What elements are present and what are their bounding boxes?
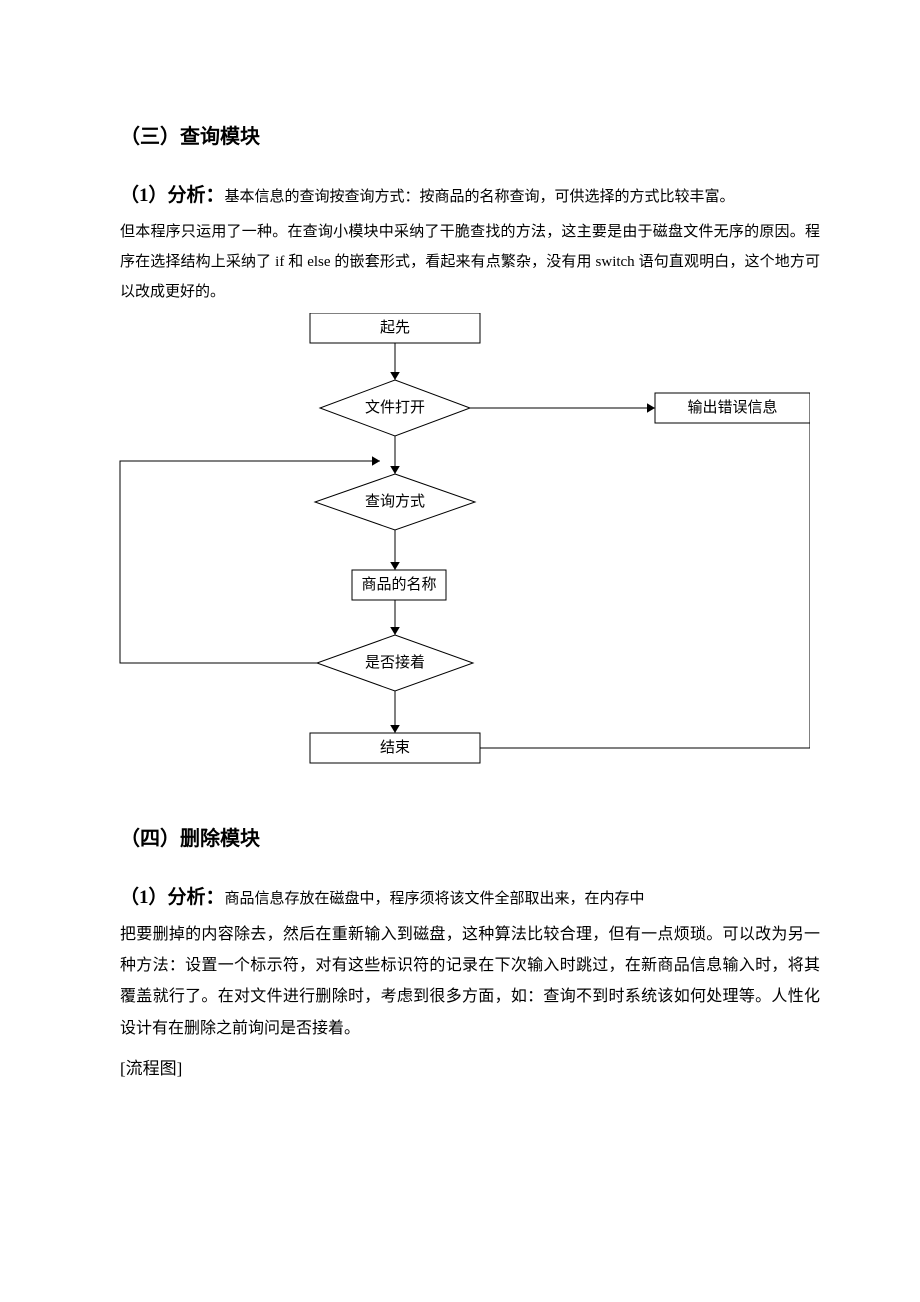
flowchart-svg: 起先文件打开 输出错误信息查询方式商品的名称是否接着结束 [110, 313, 810, 783]
svg-text:商品的名称: 商品的名称 [361, 576, 436, 593]
page: （三）查询模块 （1）分析：基本信息的查询按查询方式：按商品的名称查询，可供选择… [0, 0, 920, 1302]
section4-analysis-rest: 把要删掉的内容除去，然后在重新输入到磁盘，这种算法比较合理，但有一点烦琐。可以改… [120, 919, 820, 1044]
section4: （四）删除模块 （1）分析：商品信息存放在磁盘中，程序须将该文件全部取出来，在内… [120, 822, 820, 1079]
svg-text:输出错误信息: 输出错误信息 [687, 399, 777, 416]
section4-heading: （四）删除模块 [120, 822, 820, 851]
svg-text:起先: 起先 [380, 319, 410, 336]
section3-analysis-label: （1）分析： [120, 185, 225, 206]
section4-analysis-first: 商品信息存放在磁盘中，程序须将该文件全部取出来，在内存中 [225, 891, 645, 907]
section3-heading: （三）查询模块 [120, 120, 820, 149]
section4-analysis-line: （1）分析：商品信息存放在磁盘中，程序须将该文件全部取出来，在内存中 [120, 879, 820, 917]
flowchart-container: 起先文件打开 输出错误信息查询方式商品的名称是否接着结束 [110, 313, 810, 788]
section3-analysis-first: 基本信息的查询按查询方式：按商品的名称查询，可供选择的方式比较丰富。 [225, 189, 735, 205]
section4-analysis-label: （1）分析： [120, 887, 225, 908]
svg-text:结束: 结束 [380, 739, 410, 756]
section4-bracket: [流程图] [120, 1054, 820, 1079]
section3-analysis-line: （1）分析：基本信息的查询按查询方式：按商品的名称查询，可供选择的方式比较丰富。 [120, 177, 820, 215]
svg-text:文件打开: 文件打开 [365, 399, 425, 416]
section3-analysis-rest: 但本程序只运用了一种。在查询小模块中采纳了干脆查找的方法，这主要是由于磁盘文件无… [120, 217, 820, 307]
svg-text:查询方式: 查询方式 [365, 493, 425, 510]
svg-text:是否接着: 是否接着 [365, 654, 425, 671]
